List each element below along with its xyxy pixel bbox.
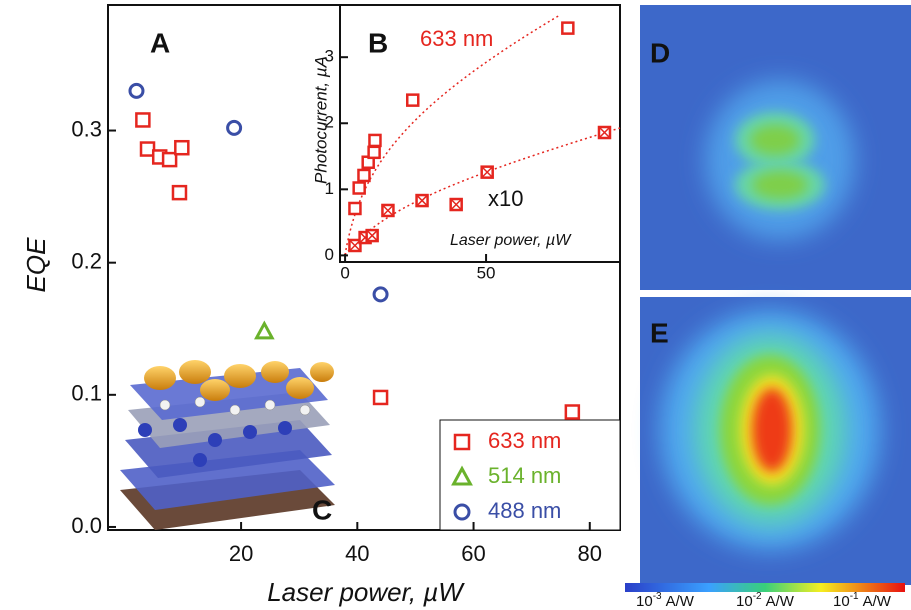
colorbar-label-exponent: -1 [850, 591, 859, 602]
y-tick-label: 2 [325, 113, 334, 132]
data-point [374, 391, 387, 404]
y-tick-label: 3 [325, 47, 334, 66]
figure: D E A Laser power, µW EQE C B 633 nm x10… [0, 0, 911, 610]
colorbar-label-base: 10 [736, 593, 753, 610]
data-point [374, 288, 387, 301]
legend-marker [455, 435, 469, 449]
data-point [358, 170, 369, 181]
colorbar-label-unit: A/W [863, 593, 892, 610]
y-tick-label: 0.3 [71, 116, 102, 141]
data-point [130, 84, 143, 97]
data-point [136, 113, 149, 126]
data-point [175, 141, 188, 154]
data-point [367, 230, 378, 241]
colorbar-label-unit: A/W [766, 593, 795, 610]
legend-label: 633 nm [488, 428, 561, 453]
y-tick-label: 0.0 [71, 513, 102, 538]
colorbar-label-base: 10 [833, 593, 850, 610]
colorbar-label-base: 10 [636, 593, 653, 610]
data-point [599, 127, 610, 138]
heatmap-e [640, 297, 911, 585]
data-point [173, 186, 186, 199]
data-point [369, 147, 380, 158]
x-tick-label: 40 [345, 541, 369, 566]
y-tick-label: 0.2 [71, 248, 102, 273]
data-point [417, 195, 428, 206]
colorbar-label-unit: A/W [666, 593, 695, 610]
data-point [349, 203, 360, 214]
x-tick-label: 20 [229, 541, 253, 566]
data-point [228, 121, 241, 134]
panel-label: C [312, 494, 332, 525]
panel-label: B [368, 27, 388, 58]
y-axis-title: EQE [21, 237, 51, 293]
colorbar-label: 10-2 A/W [736, 591, 795, 610]
panel-label: A [150, 27, 170, 58]
colorbar [625, 583, 905, 592]
data-point [354, 183, 365, 194]
y-tick-label: 1 [325, 179, 334, 198]
x-tick-label: 80 [578, 541, 602, 566]
colorbar-label-exponent: -2 [753, 591, 762, 602]
data-point [482, 167, 493, 178]
legend-label: 514 nm [488, 463, 561, 488]
structure-illustration [120, 360, 335, 530]
x-tick-label: 60 [461, 541, 485, 566]
y-tick-label: 0.1 [71, 381, 102, 406]
colorbar-label: 10-1 A/W [833, 591, 892, 610]
x-axis-title: Laser power, µW [267, 577, 465, 607]
x-axis-title: Laser power, µW [450, 232, 572, 249]
annotation: x10 [488, 186, 523, 211]
x-tick-label: 0 [340, 263, 349, 282]
data-point [566, 405, 579, 418]
legend-label: 488 nm [488, 498, 561, 523]
colorbar-label: 10-3 A/W [636, 591, 695, 610]
data-point [369, 135, 380, 146]
annotation: 633 nm [420, 26, 493, 51]
colorbar-label-exponent: -3 [653, 591, 662, 602]
panel-label: D [650, 37, 670, 68]
data-point [257, 324, 273, 338]
data-point [382, 205, 393, 216]
data-point [562, 23, 573, 34]
panel-label: E [650, 317, 669, 348]
heatmap-d [640, 5, 911, 290]
x-tick-label: 50 [477, 263, 496, 282]
data-point [451, 199, 462, 210]
data-point [407, 95, 418, 106]
y-tick-label: 0 [325, 245, 334, 264]
